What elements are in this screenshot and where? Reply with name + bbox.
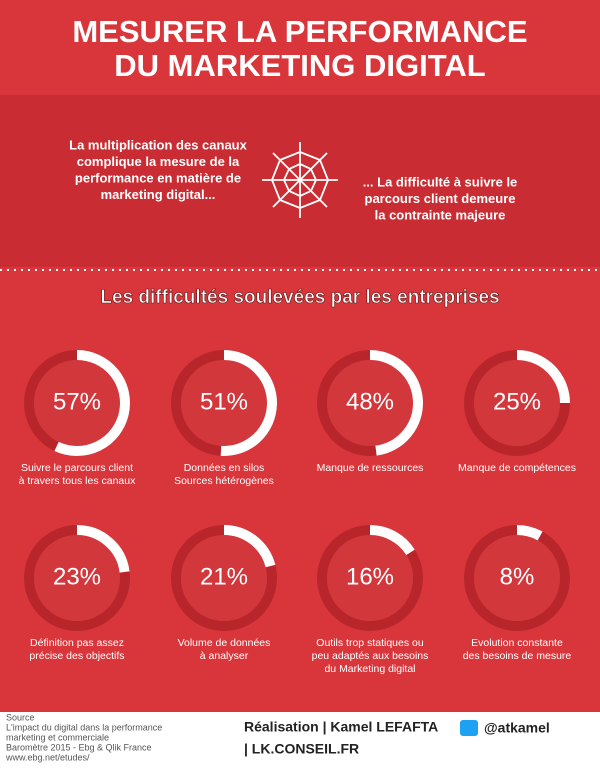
intro-right: la contrainte majeure xyxy=(375,207,506,222)
ring-center xyxy=(474,360,560,446)
web-icon xyxy=(262,142,338,218)
item-label: à travers tous les canaux xyxy=(19,475,136,487)
title: MESURER LA PERFORMANCE xyxy=(72,14,527,49)
percent: 21% xyxy=(200,563,248,590)
item-label: Outils trop statiques ou xyxy=(316,637,424,649)
item-label: précise des objectifs xyxy=(29,650,124,662)
item-label: des besoins de mesure xyxy=(463,650,572,662)
credit: | LK.CONSEIL.FR xyxy=(244,741,359,757)
item-label: Evolution constante xyxy=(471,637,563,649)
ring-arc xyxy=(369,525,415,556)
ring-center xyxy=(181,360,267,446)
intro-right: ... La difficulté à suivre le xyxy=(363,174,518,189)
percent: 25% xyxy=(493,388,541,415)
footer-band xyxy=(0,712,600,771)
ring-center xyxy=(181,535,267,621)
percent: 23% xyxy=(53,563,101,590)
section-title: Les difficultés soulevées par les entrep… xyxy=(100,287,499,308)
ring-arc xyxy=(369,350,423,456)
ring-arc xyxy=(223,525,276,568)
source: Baromètre 2015 - Ebg & Qlik France xyxy=(6,742,152,752)
title: DU MARKETING DIGITAL xyxy=(114,48,485,83)
intro-right: parcours client demeure xyxy=(365,191,516,206)
percent: 48% xyxy=(346,388,394,415)
item-label: Manque de compétences xyxy=(458,462,576,474)
intro-left: complique la mesure de la xyxy=(77,154,240,169)
percent: 8% xyxy=(500,563,535,590)
intro-left: marketing digital... xyxy=(101,187,216,202)
intro-left: La multiplication des canaux xyxy=(69,137,247,152)
ring-center xyxy=(327,535,413,621)
item-label: Manque de ressources xyxy=(317,462,424,474)
percent: 16% xyxy=(346,563,394,590)
item-label: à analyser xyxy=(200,650,249,662)
item-label: Définition pas assez xyxy=(30,637,124,649)
ring-center xyxy=(327,360,413,446)
item-label: Suivre le parcours client xyxy=(21,462,133,474)
ring-arc xyxy=(516,350,570,404)
source: marketing et commerciale xyxy=(6,732,109,742)
intro-left: performance en matière de xyxy=(75,170,241,185)
twitter-icon xyxy=(460,720,478,736)
percent: 57% xyxy=(53,388,101,415)
credit: Réalisation | Kamel LEFAFTA xyxy=(244,719,438,735)
twitter-handle: @atkamel xyxy=(484,720,550,736)
item-label: Volume de données xyxy=(178,637,271,649)
item-label: du Marketing digital xyxy=(324,663,415,675)
ring-arc xyxy=(76,525,130,573)
ring-arc xyxy=(54,350,130,456)
ring-center xyxy=(474,535,560,621)
source: www.ebg.net/etudes/ xyxy=(5,752,90,762)
ring-arc xyxy=(220,350,277,456)
ring-arc xyxy=(516,525,543,541)
item-label: Sources hétérogènes xyxy=(174,475,274,487)
ring-center xyxy=(34,535,120,621)
item-label: Données en silos xyxy=(184,462,265,474)
ring-center xyxy=(34,360,120,446)
source: L'impact du digital dans la performance xyxy=(6,722,162,732)
percent: 51% xyxy=(200,388,248,415)
item-label: peu adaptés aux besoins xyxy=(312,650,429,662)
source: Source xyxy=(6,712,35,722)
